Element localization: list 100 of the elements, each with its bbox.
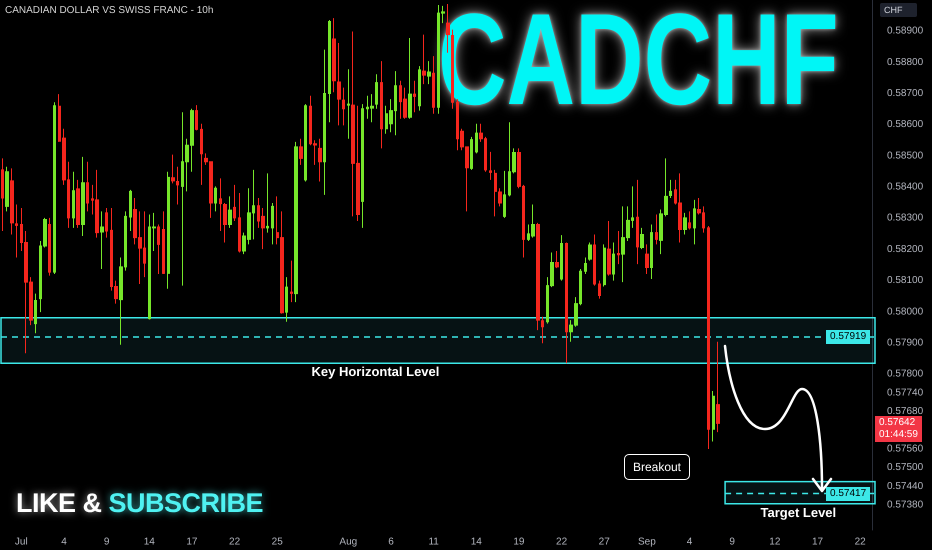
- candlestick: [584, 257, 587, 275]
- candlestick: [712, 390, 715, 442]
- candlestick: [157, 224, 160, 275]
- y-tick-label: 0.57800: [887, 368, 924, 380]
- ref-line-label: 0.57919: [826, 330, 870, 344]
- candlestick: [285, 276, 288, 322]
- y-tick-label: 0.58800: [887, 56, 924, 68]
- candlestick: [593, 234, 596, 286]
- candlestick: [418, 66, 421, 112]
- candlestick: [290, 260, 293, 303]
- y-tick-label: 0.58700: [887, 88, 924, 100]
- candlestick: [427, 60, 431, 85]
- y-tick-label: 0.58500: [887, 150, 924, 162]
- x-tick-label: Sep: [638, 536, 656, 548]
- candlestick: [34, 293, 37, 334]
- y-tick-label: 0.58300: [887, 212, 924, 224]
- x-tick-label: 4: [686, 536, 693, 548]
- y-tick-label: 0.58200: [887, 244, 924, 255]
- candlestick: [304, 104, 307, 182]
- y-tick-label: 0.57740: [887, 387, 924, 398]
- candlestick: [503, 170, 506, 218]
- x-tick-label: 9: [104, 536, 110, 548]
- candlestick: [100, 210, 104, 270]
- candlestick: [716, 341, 720, 433]
- candlestick: [536, 222, 540, 331]
- candlestick: [238, 192, 241, 254]
- annotation: LIKE &: [16, 488, 102, 518]
- candlestick: [588, 242, 592, 262]
- y-tick-label: 0.57380: [887, 500, 924, 511]
- candlestick: [470, 136, 473, 170]
- candlestick: [53, 102, 56, 275]
- candlestick: [555, 250, 559, 269]
- candlestick: [413, 80, 416, 113]
- candlestick: [1, 158, 4, 232]
- y-tick-label: 0.57900: [887, 337, 924, 348]
- candlestick: [48, 217, 51, 276]
- candlestick: [688, 210, 691, 230]
- y-tick-label: 0.57500: [887, 462, 924, 474]
- y-tick-label: 0.57680: [887, 406, 924, 418]
- candlestick: [5, 166, 9, 212]
- x-tick-label: 11: [428, 536, 440, 548]
- candlestick: [233, 184, 236, 222]
- candlestick: [266, 172, 269, 234]
- candlestick: [361, 104, 364, 228]
- candlestick: [531, 204, 535, 238]
- candlestick: [76, 179, 80, 228]
- text: 0.57642: [879, 417, 916, 430]
- x-tick-label: 27: [598, 536, 610, 548]
- candlestick: [560, 234, 563, 282]
- candlestick: [693, 199, 696, 245]
- y-tick-label: 0.58000: [887, 306, 924, 318]
- x-tick-label: 4: [61, 536, 68, 548]
- band-label: Target Level: [760, 504, 836, 520]
- y-tick-label: 0.58600: [887, 119, 924, 130]
- x-tick-label: 14: [144, 536, 156, 548]
- candlestick: [299, 138, 303, 166]
- candlestick: [541, 316, 544, 344]
- candlestick: [323, 49, 326, 196]
- band-label: Key Horizontal Level: [312, 364, 440, 380]
- candlestick: [607, 220, 611, 276]
- x-tick-label: 17: [812, 536, 824, 548]
- ref-line-label: 0.57417: [826, 486, 870, 501]
- candlestick: [650, 224, 653, 280]
- candlestick: [678, 172, 682, 244]
- candlestick: [408, 38, 412, 120]
- x-tick-label: 25: [272, 536, 284, 548]
- candlestick: [72, 171, 75, 228]
- y-axis-title: CHF: [880, 3, 916, 17]
- candlestick: [95, 169, 99, 238]
- y-tick-label: 0.57440: [887, 480, 924, 492]
- candlestick: [294, 141, 298, 303]
- candlestick: [200, 123, 203, 186]
- candlestick: [640, 227, 644, 250]
- candlestick: [347, 68, 350, 140]
- y-tick-label: 0.58100: [887, 275, 924, 286]
- x-tick-label: Jul: [14, 536, 28, 548]
- candlestick: [489, 151, 492, 180]
- text: CANADIAN DOLLAR VS SWISS FRANC - 10h: [5, 5, 214, 16]
- candlestick: [669, 179, 672, 198]
- candlestick: [612, 242, 615, 282]
- candlestick: [195, 104, 198, 131]
- candlestick: [636, 179, 639, 265]
- candlestick: [318, 138, 322, 182]
- candlestick: [86, 161, 89, 212]
- candlestick: [617, 230, 620, 265]
- candlestick: [422, 34, 426, 85]
- candlestick: [219, 178, 222, 232]
- candlestick: [475, 123, 478, 154]
- candlestick: [214, 186, 217, 212]
- candlestick: [167, 171, 170, 290]
- candlestick: [603, 244, 606, 288]
- x-tick-label: Aug: [339, 536, 358, 548]
- x-tick-label: 12: [769, 536, 781, 548]
- candlestick: [370, 94, 374, 123]
- candlestick: [15, 204, 18, 258]
- y-tick-label: 0.57560: [887, 443, 924, 454]
- candlestick: [707, 226, 710, 450]
- candlestick: [223, 202, 227, 244]
- candlestick: [655, 214, 658, 245]
- candlestick: [10, 168, 14, 235]
